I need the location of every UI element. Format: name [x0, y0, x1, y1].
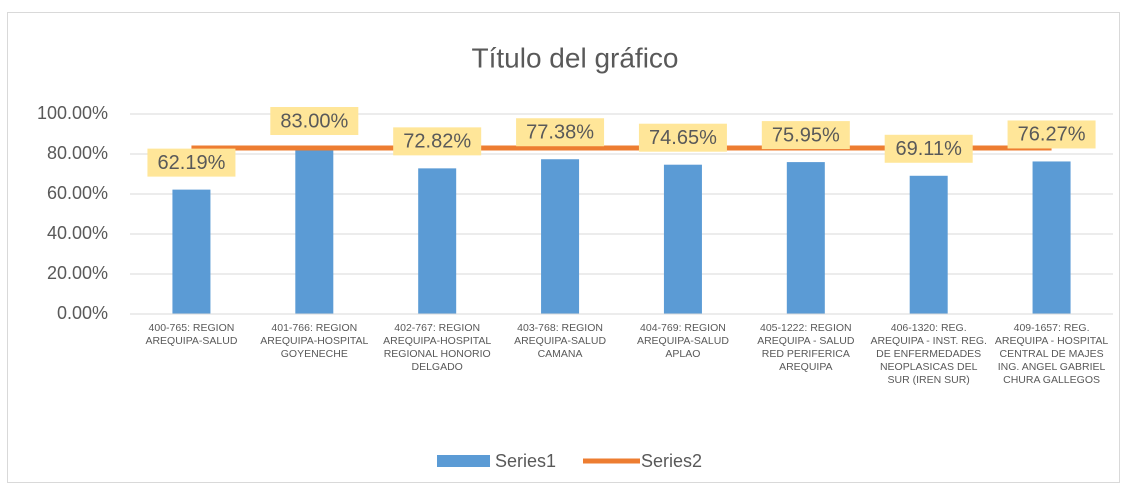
legend-label: Series1	[495, 451, 556, 471]
bar	[786, 162, 825, 314]
bar	[541, 159, 580, 314]
x-tick-label: 401-766: REGION AREQUIPA-HOSPITAL GOYENE…	[260, 322, 369, 360]
bar	[172, 189, 211, 314]
data-label: 83.00%	[280, 110, 348, 132]
y-tick-label: 40.00%	[47, 223, 108, 243]
data-label: 77.38%	[526, 122, 594, 144]
data-label: 69.11%	[896, 138, 963, 160]
bar	[909, 175, 948, 314]
x-tick-label: 403-768: REGION AREQUIPA-SALUD CAMANA	[514, 322, 607, 360]
x-tick-label: 402-767: REGION AREQUIPA-HOSPITAL REGION…	[383, 322, 492, 373]
data-label-box	[393, 127, 482, 156]
data-label: 74.65%	[649, 127, 717, 149]
legend-label: Series2	[641, 451, 702, 471]
x-tick-label: 405-1222: REGION AREQUIPA - SALUD RED PE…	[757, 322, 855, 373]
bar	[418, 168, 457, 314]
data-label-box	[270, 107, 359, 135]
chart-title: Título del gráfico	[472, 42, 679, 73]
bar	[1032, 161, 1071, 314]
x-tick-label: 400-765: REGION AREQUIPA-SALUD	[145, 322, 238, 347]
y-tick-label: 0.00%	[57, 303, 108, 323]
data-label: 75.95%	[772, 124, 840, 146]
data-label-box	[884, 134, 973, 163]
data-label: 62.19%	[158, 152, 226, 174]
legend-swatch	[437, 455, 490, 467]
x-tick-label: 404-769: REGION AREQUIPA-SALUD APLAO	[636, 322, 729, 360]
data-label-box	[638, 123, 727, 152]
bar	[295, 148, 334, 314]
data-label-box	[516, 118, 605, 147]
data-label: 76.27%	[1018, 124, 1086, 146]
data-label-box	[1007, 120, 1096, 149]
y-tick-label: 60.00%	[47, 183, 108, 203]
x-tick-label: 406-1320: REG. AREQUIPA - INST. REG. DE …	[870, 322, 987, 386]
y-tick-label: 100.00%	[37, 103, 108, 123]
y-tick-label: 20.00%	[47, 263, 108, 283]
data-label-box	[761, 121, 850, 150]
y-tick-label: 80.00%	[47, 143, 108, 163]
x-tick-label: 409-1657: REG. AREQUIPA - HOSPITAL CENTR…	[994, 322, 1109, 386]
data-label: 72.82%	[403, 131, 471, 153]
bar	[663, 164, 702, 314]
data-label-box	[147, 148, 236, 177]
